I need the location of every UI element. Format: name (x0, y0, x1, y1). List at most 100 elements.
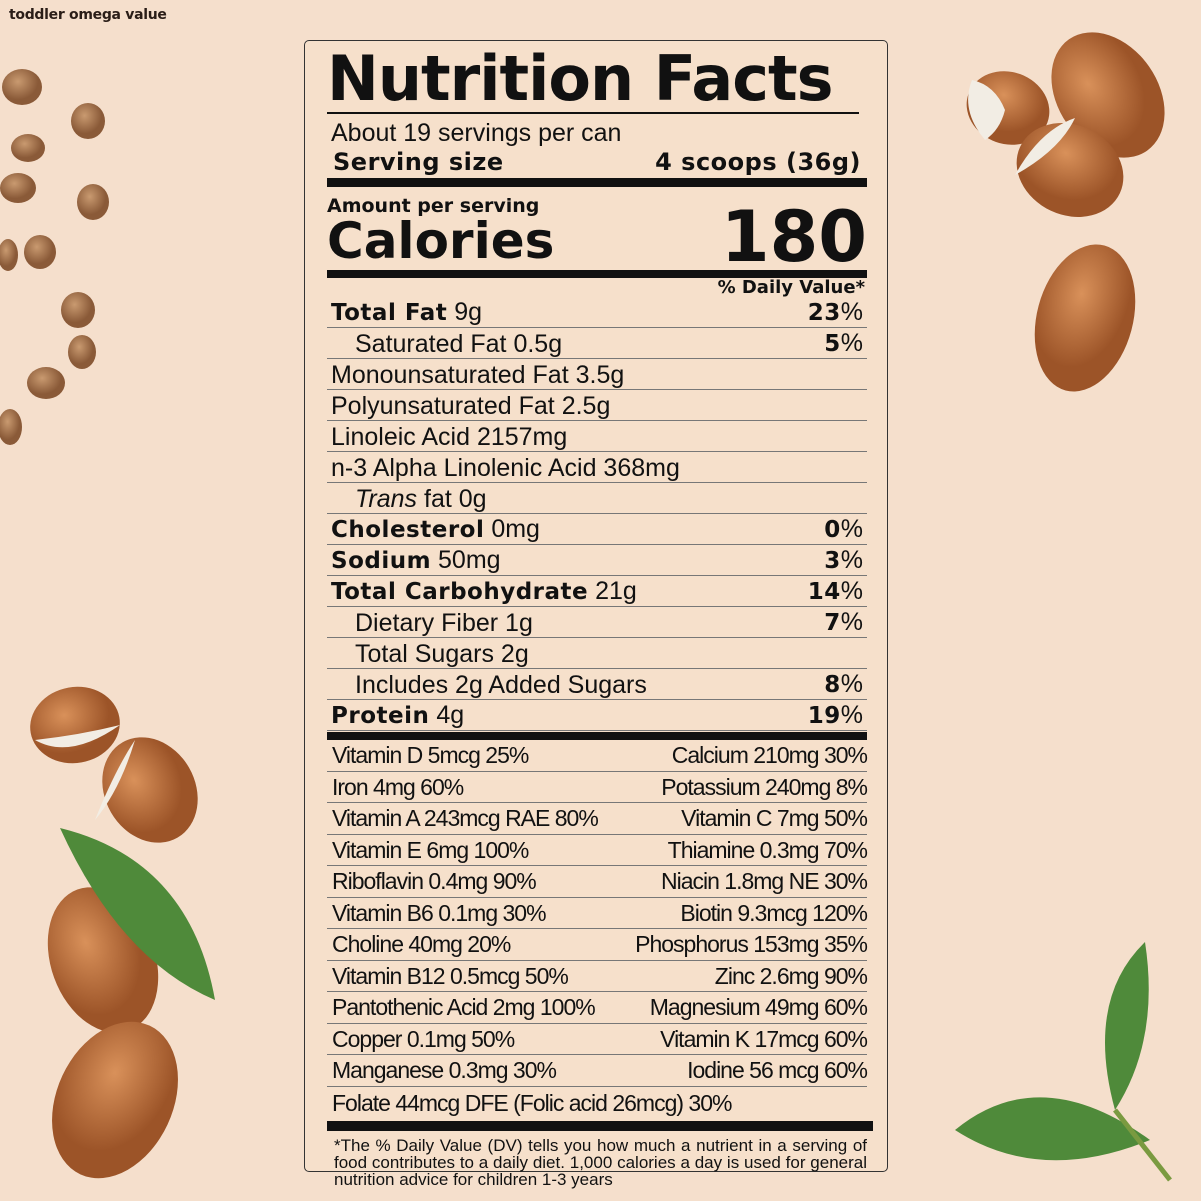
footnote: *The % Daily Value (DV) tells you how mu… (334, 1135, 867, 1189)
vitamin-right: Potassium 240mg 8% (661, 773, 868, 800)
serving-size: Serving size 4 scoops (36g) (327, 148, 867, 176)
almond-kernel-icons (35, 80, 1075, 820)
vitamin-left: Pantothenic Acid 2mg 100% (332, 994, 596, 1020)
nutrient-dv: 0% (824, 515, 863, 543)
nutrient-row: Cholesterol 0mg 0% (327, 514, 867, 545)
dv-number: 19 (807, 703, 841, 729)
vitamin-right: Biotin 9.3mcg 120% (680, 899, 868, 926)
vitamin-row: Vitamin B6 0.1mg 30% Biotin 9.3mcg 120% (327, 898, 868, 929)
nutrient-name: n-3 Alpha Linolenic Acid (331, 454, 597, 482)
nutrient-row: Protein 4g 19% (327, 700, 867, 731)
nutrient-name: Sodium (331, 548, 432, 574)
vitamin-row: Manganese 0.3mg 30% Iodine 56 mcg 60% (327, 1055, 868, 1087)
nutrient-dv: 3% (824, 546, 863, 574)
nutrient-amount: 0mg (491, 515, 540, 543)
calories-value: 180 (720, 196, 867, 278)
vitamin-right: Calcium 210mg 30% (671, 742, 868, 768)
leaf-icons (60, 828, 1172, 1182)
divider-thick (327, 178, 867, 187)
nutrient-name: Total Sugars (355, 640, 494, 668)
nutrient-amount: 0g (458, 485, 487, 513)
folate-row: Folate 44mcg DFE (Folic acid 26mcg) 30% (332, 1089, 732, 1116)
nutrient-row: Dietary Fiber 1g 7% (327, 607, 867, 638)
vitamin-row: Choline 40mg 20% Phosphorus 153mg 35% (327, 929, 868, 961)
vitamin-right: Vitamin C 7mg 50% (681, 805, 868, 831)
nutrient-amount: 3.5g (575, 361, 625, 389)
vitamin-right: Thiamine 0.3mg 70% (667, 836, 868, 863)
nutrient-name-value: Total Carbohydrate 21g (331, 577, 637, 606)
vitamin-right: Phosphorus 153mg 35% (635, 931, 868, 957)
nutrient-name: Dietary Fiber (355, 609, 499, 637)
nutrient-amount: 2157mg (476, 423, 568, 451)
nutrient-amount: 0.5g (513, 330, 563, 358)
amount-per-serving: Amount per serving (327, 195, 540, 217)
vitamin-left: Vitamin B12 0.5mcg 50% (332, 962, 569, 989)
vitamin-row: Riboflavin 0.4mg 90% Niacin 1.8mg NE 30% (327, 866, 868, 898)
vitamin-left: Iron 4mg 60% (332, 773, 464, 800)
serving-size-label: Serving size (333, 148, 504, 176)
nutrient-name: Saturated Fat (355, 330, 507, 358)
nutrient-name: Protein (331, 703, 430, 729)
vitamin-list: Vitamin D 5mcg 25% Calcium 210mg 30% Iron … (327, 740, 868, 1087)
divider-thick (327, 732, 867, 740)
nutrient-row: Linoleic Acid 2157mg (327, 421, 867, 452)
vitamin-right: Iodine 56 mcg 60% (687, 1057, 868, 1083)
vitamin-row: Copper 0.1mg 50% Vitamin K 17mcg 60% (327, 1024, 868, 1055)
vitamin-row: Iron 4mg 60% Potassium 240mg 8% (327, 772, 868, 803)
nutrient-name: Cholesterol (331, 517, 485, 543)
vitamin-left: Riboflavin 0.4mg 90% (332, 868, 537, 894)
nutrient-amount: 50mg (438, 546, 501, 574)
label-title: Nutrition Facts (327, 46, 859, 114)
nutrient-dv: 19% (807, 701, 863, 729)
nutrient-name: Linoleic Acid (331, 423, 470, 451)
dv-number: 14 (807, 579, 841, 605)
nutrient-row: Sodium 50mg 3% (327, 545, 867, 576)
nutrient-name-value: Saturated Fat 0.5g (355, 330, 562, 358)
vitamin-row: Vitamin A 243mcg RAE 80% Vitamin C 7mg 50… (327, 803, 868, 835)
nutrient-list: Total Fat 9g 23% Saturated Fat 0.5g 5% Monou… (327, 297, 867, 731)
vitamin-left: Choline 40mg 20% (332, 931, 511, 957)
nutrient-amount: 21g (595, 577, 637, 605)
nutrient-name: Total Carbohydrate (331, 579, 589, 605)
vitamin-right: Vitamin K 17mcg 60% (660, 1025, 868, 1052)
nutrient-name-value: Cholesterol 0mg (331, 515, 540, 544)
nutrient-row: Monounsaturated Fat 3.5g (327, 359, 867, 390)
dv-number: 7 (824, 610, 841, 636)
nutrition-facts-label: Nutrition Facts About 19 servings per ca… (304, 40, 888, 1188)
vitamin-row: Vitamin E 6mg 100% Thiamine 0.3mg 70% (327, 835, 868, 866)
nutrient-amount: 368mg (603, 454, 680, 482)
nutrient-row: Total Carbohydrate 21g 14% (327, 576, 867, 607)
vitamin-left: Vitamin A 243mcg RAE 80% (332, 805, 599, 831)
nutrient-name: Trans (355, 485, 418, 513)
nutrient-name: Includes 2g Added Sugars (355, 671, 647, 699)
nutrient-name-value: Total Sugars 2g (355, 640, 529, 668)
nutrient-row: n-3 Alpha Linolenic Acid 368mg (327, 452, 867, 483)
nutrient-amount: 9g (454, 298, 482, 326)
vitamin-right: Magnesium 49mg 60% (649, 994, 868, 1020)
nutrient-name-value: Total Fat 9g (331, 298, 482, 327)
nutrient-name-value: Polyunsaturated Fat 2.5g (331, 392, 610, 420)
vitamin-right: Zinc 2.6mg 90% (714, 962, 868, 989)
divider-thick (327, 1120, 873, 1131)
nutrient-amount: 2g (500, 640, 529, 668)
hazelnut-icons (0, 69, 109, 445)
nutrient-dv: 5% (824, 329, 863, 357)
nutrient-row: Includes 2g Added Sugars 8% (327, 669, 867, 700)
nutrient-amount: 4g (436, 701, 465, 729)
nutrient-name-value: Linoleic Acid 2157mg (331, 423, 567, 451)
nutrient-name: Polyunsaturated Fat (331, 392, 555, 420)
nutrient-row: Saturated Fat 0.5g 5% (327, 328, 867, 359)
vitamin-left: Vitamin B6 0.1mg 30% (332, 899, 547, 926)
nutrient-row: Total Fat 9g 23% (327, 297, 867, 328)
nutrient-dv: 23% (807, 298, 863, 326)
dv-number: 23 (807, 300, 841, 326)
nutrient-row: Polyunsaturated Fat 2.5g (327, 390, 867, 421)
nutrient-name-value: Sodium 50mg (331, 546, 501, 575)
dv-number: 0 (824, 517, 841, 543)
divider-thick (327, 270, 867, 278)
vitamin-left: Vitamin E 6mg 100% (332, 836, 529, 863)
vitamin-left: Vitamin D 5mcg 25% (332, 742, 529, 768)
nutrient-name-value: n-3 Alpha Linolenic Acid 368mg (331, 454, 680, 482)
calories-label: Calories (327, 212, 555, 270)
